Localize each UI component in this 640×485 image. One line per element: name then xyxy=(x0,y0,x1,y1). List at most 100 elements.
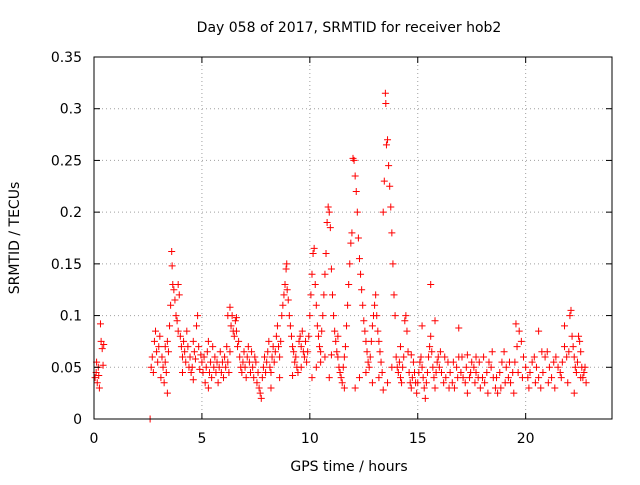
data-point xyxy=(484,389,492,397)
data-point xyxy=(182,358,190,366)
data-point xyxy=(227,322,235,330)
data-point xyxy=(282,265,290,273)
data-point xyxy=(287,332,295,340)
data-point xyxy=(557,374,565,382)
data-point xyxy=(292,353,300,361)
data-point xyxy=(265,337,273,345)
data-point xyxy=(502,363,510,371)
data-point xyxy=(152,327,160,335)
y-tick-label: 0 xyxy=(73,412,82,428)
data-point xyxy=(353,208,361,216)
data-point xyxy=(554,363,562,371)
data-point xyxy=(526,368,534,376)
data-point xyxy=(552,353,560,361)
data-point xyxy=(187,368,195,376)
data-point xyxy=(231,317,239,325)
data-point xyxy=(328,291,336,299)
data-point xyxy=(334,353,342,361)
data-point xyxy=(91,374,99,382)
data-point xyxy=(407,384,415,392)
data-point xyxy=(544,379,552,387)
data-point xyxy=(198,358,206,366)
data-point xyxy=(368,379,376,387)
tick-marks xyxy=(93,56,612,420)
data-point xyxy=(446,368,454,376)
data-point xyxy=(407,351,415,359)
data-point xyxy=(463,351,471,359)
data-point xyxy=(195,343,203,351)
data-point xyxy=(421,394,429,402)
data-point xyxy=(430,374,438,382)
data-point xyxy=(367,337,375,345)
data-point xyxy=(429,363,437,371)
data-point xyxy=(403,327,411,335)
data-point xyxy=(505,358,513,366)
data-point xyxy=(254,368,262,376)
data-point xyxy=(386,182,394,190)
data-point xyxy=(372,291,380,299)
data-point xyxy=(284,296,292,304)
data-point xyxy=(286,322,294,330)
data-point xyxy=(570,353,578,361)
data-point xyxy=(532,363,540,371)
data-point xyxy=(454,374,462,382)
data-point xyxy=(308,374,316,382)
data-point xyxy=(472,353,480,361)
data-point xyxy=(567,306,575,314)
data-point xyxy=(331,327,339,335)
data-point xyxy=(467,368,475,376)
data-point xyxy=(173,317,181,325)
data-point xyxy=(420,384,428,392)
data-point xyxy=(95,384,103,392)
data-point xyxy=(275,343,283,351)
x-tick-labels: 0 5 10 15 20 xyxy=(90,431,535,447)
data-point xyxy=(431,384,439,392)
data-point xyxy=(481,379,489,387)
data-point xyxy=(296,332,304,340)
data-point xyxy=(470,363,478,371)
data-point xyxy=(379,208,387,216)
data-point xyxy=(504,374,512,382)
data-point xyxy=(100,341,108,349)
data-point xyxy=(208,374,216,382)
data-point xyxy=(270,358,278,366)
data-point xyxy=(551,384,559,392)
data-point xyxy=(325,374,333,382)
data-point xyxy=(531,379,539,387)
data-point xyxy=(248,348,256,356)
y-tick-label: 0.05 xyxy=(51,360,82,376)
data-point xyxy=(199,368,207,376)
data-point xyxy=(276,374,284,382)
data-point xyxy=(175,291,183,299)
data-point xyxy=(582,379,590,387)
data-point xyxy=(571,363,579,371)
data-point xyxy=(347,239,355,247)
data-point xyxy=(330,312,338,320)
data-point xyxy=(522,363,530,371)
data-point xyxy=(423,368,431,376)
data-point xyxy=(174,281,182,289)
data-point xyxy=(295,337,303,345)
data-point xyxy=(261,353,269,361)
data-point xyxy=(514,368,522,376)
data-point xyxy=(517,337,525,345)
data-point xyxy=(569,343,577,351)
data-point xyxy=(235,337,243,345)
data-point xyxy=(174,327,182,335)
data-point xyxy=(425,353,433,361)
x-tick-label: 5 xyxy=(197,431,206,447)
data-point xyxy=(528,358,536,366)
data-point xyxy=(530,353,538,361)
data-point xyxy=(178,368,186,376)
data-point xyxy=(252,358,260,366)
data-point xyxy=(377,358,385,366)
data-point xyxy=(147,363,155,371)
data-point xyxy=(375,374,383,382)
data-point xyxy=(463,389,471,397)
data-point xyxy=(512,320,520,328)
data-point xyxy=(156,332,164,340)
data-point xyxy=(308,270,316,278)
data-point xyxy=(344,301,352,309)
data-point xyxy=(256,389,264,397)
